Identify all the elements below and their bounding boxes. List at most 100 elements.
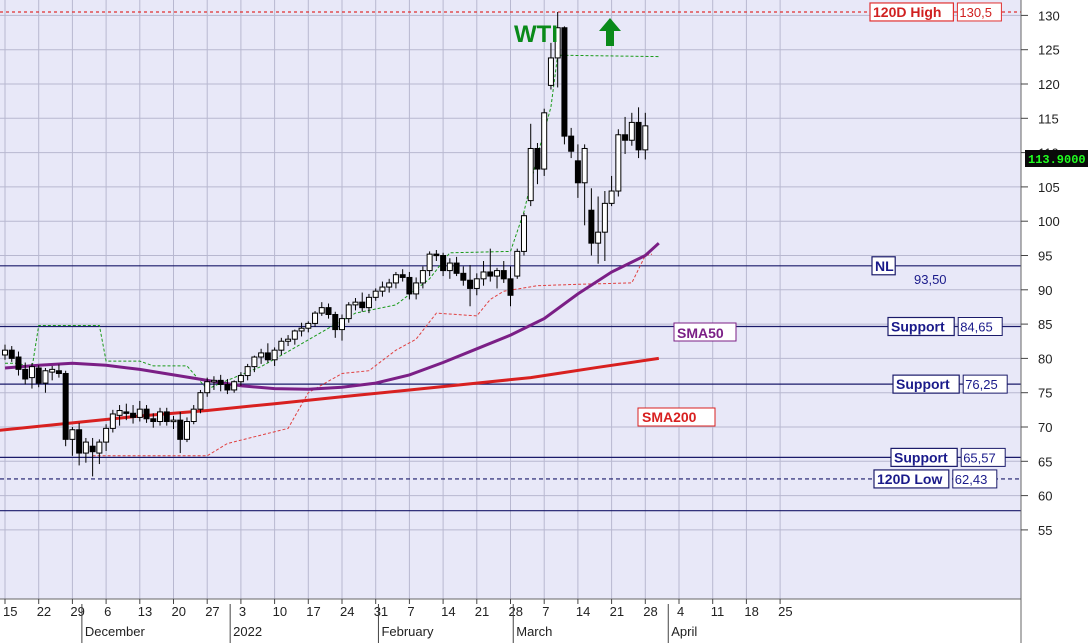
- x-tick-label: 7: [542, 604, 549, 619]
- level-value: 84,65: [960, 320, 993, 335]
- y-tick-label: 130: [1038, 8, 1060, 23]
- sma200-label-box: [637, 407, 716, 427]
- candle-body: [244, 366, 251, 377]
- candle-body: [379, 286, 386, 292]
- candle-body: [325, 307, 332, 315]
- level-label-box: [869, 2, 955, 22]
- y-tick-label: 105: [1038, 180, 1060, 195]
- y-tick-label: 85: [1038, 317, 1052, 332]
- level-label-box: [890, 447, 958, 467]
- candle-body: [69, 429, 76, 440]
- month-label: February: [381, 624, 434, 639]
- candle-body: [392, 274, 399, 284]
- channel-upper-line: [5, 54, 659, 390]
- last-price-marker: 113.9000: [1025, 150, 1088, 167]
- candle-body: [96, 441, 103, 454]
- candle-body: [608, 190, 615, 204]
- candle-body: [8, 349, 15, 359]
- candle-body: [210, 379, 217, 383]
- grid-lines: [0, 0, 1021, 599]
- candle-body: [271, 349, 278, 361]
- sma200-line: [0, 356, 660, 432]
- candle-body: [359, 301, 366, 309]
- y-tick-label: 60: [1038, 489, 1052, 504]
- sma200-label: SMA200: [642, 409, 697, 425]
- candle-body: [291, 330, 298, 340]
- level-value: 93,50: [914, 272, 947, 287]
- x-tick-label: 22: [37, 604, 51, 619]
- candle-body: [82, 441, 89, 454]
- x-tick-label: 20: [172, 604, 186, 619]
- y-tick-label: 55: [1038, 523, 1052, 538]
- level-label-box: [871, 256, 896, 276]
- level-label: 120D High: [873, 4, 941, 20]
- candle-body: [635, 121, 642, 151]
- candle-body: [406, 276, 413, 295]
- candle-body: [285, 338, 292, 342]
- candle-body: [35, 367, 42, 384]
- month-label: 2022: [233, 624, 262, 639]
- y-tick-label: 90: [1038, 283, 1052, 298]
- candle-body: [224, 383, 231, 391]
- month-label: December: [85, 624, 146, 639]
- x-tick-label: 21: [475, 604, 489, 619]
- level-value-box: [952, 469, 998, 489]
- up-arrow-icon: [599, 18, 621, 46]
- candle-body: [520, 215, 527, 252]
- candle-body: [231, 381, 238, 391]
- indicator-lines: [0, 54, 660, 457]
- candle-body: [42, 370, 49, 384]
- level-value-box: [957, 317, 1003, 337]
- candle-body: [440, 255, 447, 272]
- x-tick-label: 28: [509, 604, 523, 619]
- candle-body: [136, 408, 143, 418]
- candle-body: [298, 327, 305, 332]
- level-label: Support: [891, 319, 945, 335]
- x-tick-label: 7: [407, 604, 414, 619]
- candle-body: [332, 313, 339, 331]
- x-tick-label: 14: [441, 604, 455, 619]
- x-tick-label: 24: [340, 604, 354, 619]
- level-value: 65,57: [963, 450, 996, 465]
- candle-body: [28, 366, 35, 379]
- level-label: Support: [894, 449, 948, 465]
- month-label: April: [671, 624, 697, 639]
- candle-body: [251, 356, 258, 368]
- candle-body: [588, 209, 595, 244]
- last-price-value: 113.9000: [1028, 153, 1086, 167]
- y-tick-label: 100: [1038, 214, 1060, 229]
- y-tick-label: 125: [1038, 43, 1060, 58]
- x-tick-label: 15: [3, 604, 17, 619]
- candle-body: [170, 419, 177, 423]
- candle-body: [453, 262, 460, 274]
- y-axis-ticks: 5560657075808590951001051101151201251301…: [1021, 8, 1060, 538]
- candle-body: [157, 411, 164, 423]
- x-tick-label: 14: [576, 604, 590, 619]
- level-value-box: [960, 447, 1006, 467]
- candle-body: [446, 262, 453, 272]
- candle-body: [399, 274, 406, 278]
- candle-body: [574, 160, 581, 184]
- y-tick-label: 80: [1038, 351, 1052, 366]
- candles: [2, 11, 649, 477]
- candle-body: [143, 408, 150, 420]
- candle-body: [365, 296, 372, 309]
- candle-body: [22, 368, 29, 380]
- candle-body: [467, 279, 474, 289]
- candle-body: [312, 312, 319, 324]
- level-value: 130,5: [959, 5, 992, 20]
- candle-body: [150, 418, 157, 423]
- x-tick-label: 4: [677, 604, 684, 619]
- x-tick-label: 21: [610, 604, 624, 619]
- y-tick-label: 115: [1038, 111, 1059, 126]
- candle-body: [581, 147, 588, 184]
- candle-body: [339, 318, 345, 331]
- candle-body: [237, 375, 244, 383]
- candle-body: [561, 27, 568, 137]
- candle-body: [460, 272, 467, 281]
- x-tick-label: 13: [138, 604, 152, 619]
- candle-body: [568, 135, 575, 152]
- candle-body: [595, 231, 602, 244]
- candle-body: [204, 381, 211, 394]
